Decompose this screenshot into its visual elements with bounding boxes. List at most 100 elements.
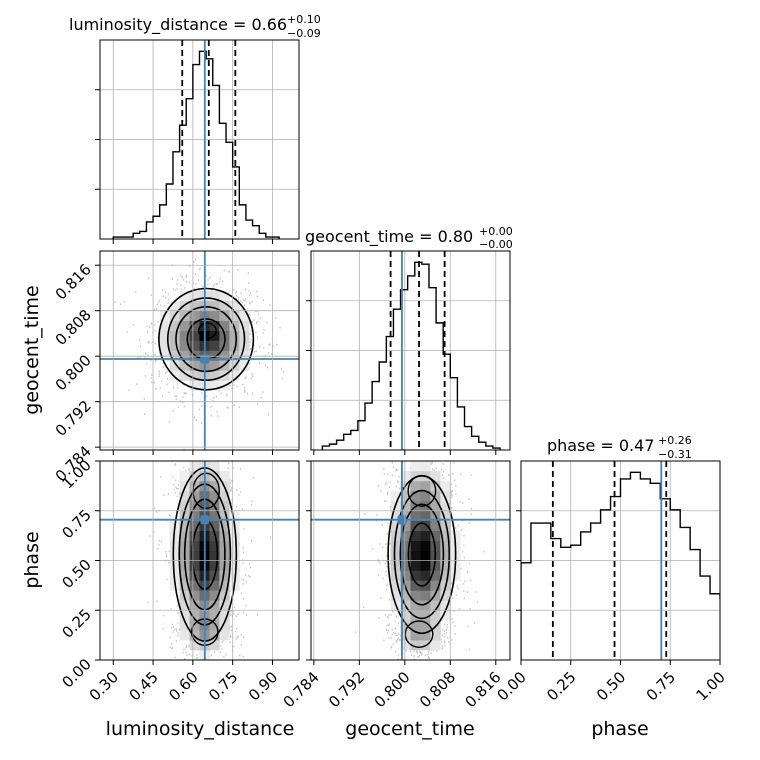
density-cell <box>209 380 220 391</box>
density-cell <box>219 300 230 311</box>
density-cell <box>179 620 190 631</box>
density-cell <box>219 610 230 621</box>
density-cell <box>420 540 431 551</box>
density-cell <box>410 470 421 482</box>
density-cell <box>189 560 200 571</box>
density-cell <box>410 600 421 611</box>
density-cell <box>440 480 451 492</box>
contour-line <box>175 306 238 373</box>
density-cell <box>420 490 431 502</box>
density-cell <box>229 530 240 541</box>
density-cell <box>430 530 441 541</box>
density-cell <box>169 370 180 381</box>
title-luminosity-distance-sup: +0.10 <box>287 13 321 26</box>
density-cell <box>179 510 190 521</box>
density-cell <box>209 370 220 381</box>
density-cell <box>430 620 441 631</box>
density-cell <box>159 350 170 361</box>
density-cell <box>420 560 431 571</box>
density-cell <box>420 610 431 621</box>
density-cell <box>209 640 220 651</box>
density-cell <box>209 480 220 492</box>
density-cell <box>209 300 220 311</box>
density-cell <box>219 580 230 591</box>
density-cell <box>410 630 421 641</box>
contour-line <box>407 474 437 507</box>
density-cell <box>400 610 411 621</box>
density-cell <box>209 350 220 361</box>
density-cell <box>400 560 411 571</box>
density-cell <box>179 520 190 531</box>
density-cell <box>229 560 240 571</box>
density-cell <box>410 510 421 521</box>
pair-content <box>311 461 510 660</box>
xlabel-luminosity-distance: luminosity_distance <box>106 718 295 740</box>
density-cell <box>420 600 431 611</box>
density-cell <box>440 610 451 621</box>
density-cell <box>410 620 421 631</box>
density-cell <box>420 630 431 641</box>
density-cell <box>189 550 200 561</box>
density-cell <box>430 560 441 571</box>
density-cell <box>169 300 180 311</box>
density-cell <box>400 490 411 502</box>
density-cell <box>209 600 220 611</box>
density-cell <box>229 570 240 581</box>
density-cell <box>209 510 220 521</box>
density-cell <box>229 370 240 381</box>
title-geocent-time: geocent_time = 0.80 +0.00 −0.00 <box>305 225 513 251</box>
density-cell <box>390 550 401 561</box>
density-cell <box>189 380 200 391</box>
density-cell <box>189 510 200 521</box>
density-cell <box>209 490 220 502</box>
density-cell <box>410 480 421 492</box>
density-cell <box>169 350 180 361</box>
density-cell <box>420 461 431 472</box>
density-cell <box>179 630 190 641</box>
title-phase-sup: +0.26 <box>658 434 692 447</box>
density-cell <box>179 330 190 341</box>
density-cell <box>430 520 441 531</box>
density-cell <box>410 540 421 551</box>
contour-line <box>404 620 434 648</box>
density-cell <box>189 340 200 351</box>
density-cell <box>440 550 451 561</box>
density-cell <box>189 490 200 502</box>
density-cell <box>209 590 220 601</box>
density-cell <box>229 340 240 351</box>
density-cell <box>229 550 240 561</box>
density-cell <box>420 530 431 541</box>
density-cell <box>209 360 220 371</box>
density-cell <box>400 470 411 482</box>
density-cell <box>169 320 180 331</box>
title-geocent-time-sub: −0.00 <box>479 238 513 251</box>
density-cell <box>430 630 441 641</box>
truth-marker <box>200 515 210 525</box>
density-cell <box>179 360 190 371</box>
title-luminosity-distance-sub: −0.09 <box>287 27 321 40</box>
density-cell <box>440 570 451 581</box>
density-cell <box>229 360 240 371</box>
density-cell <box>410 530 421 541</box>
density-cell <box>209 461 220 472</box>
density-cell <box>189 580 200 591</box>
density-cell <box>209 290 220 302</box>
density-cell <box>400 570 411 581</box>
density-cell <box>189 610 200 621</box>
density-cell <box>169 360 180 371</box>
density-cell <box>420 570 431 581</box>
density-cell <box>189 310 200 321</box>
density-cell <box>189 300 200 311</box>
density-cell <box>430 610 441 621</box>
density-cell <box>169 550 180 561</box>
title-luminosity-distance-main: luminosity_distance = 0.66 <box>69 15 287 35</box>
histogram-step <box>112 50 280 239</box>
title-geocent-time-main: geocent_time = 0.80 <box>305 227 473 247</box>
density-cell <box>430 640 441 651</box>
density-cell <box>219 520 230 531</box>
pair-content <box>100 251 299 450</box>
density-cell <box>400 590 411 601</box>
density-cell <box>179 500 190 512</box>
